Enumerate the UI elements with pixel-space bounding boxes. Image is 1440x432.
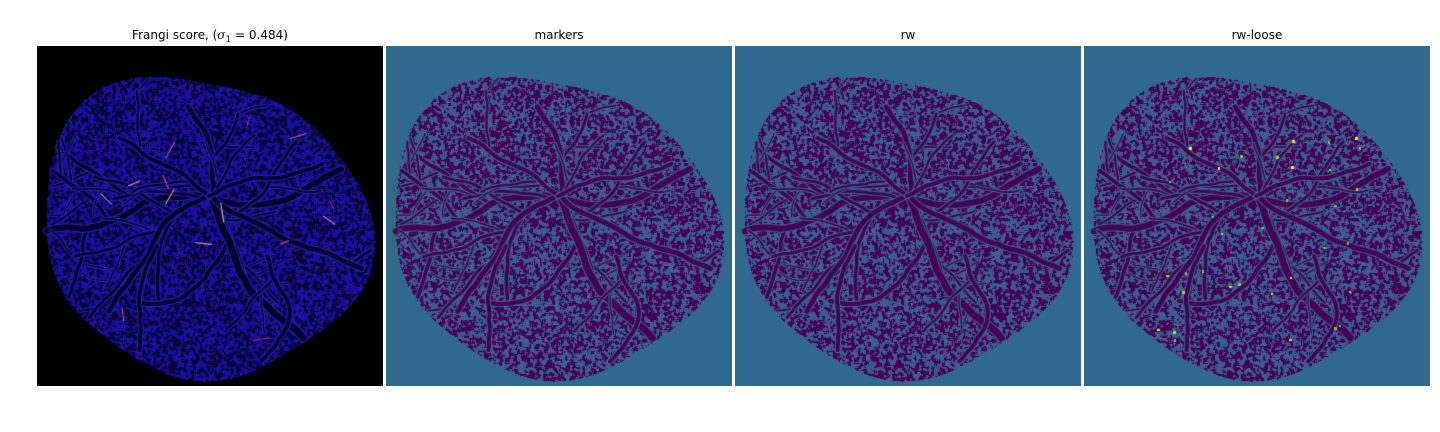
panel-title-rw-loose: rw-loose — [1231, 28, 1283, 42]
markers-canvas — [386, 46, 732, 386]
frangi-score-image — [37, 46, 383, 386]
markers-image — [386, 46, 732, 386]
rw-loose-canvas — [1084, 46, 1430, 386]
frangi-score-canvas — [37, 46, 383, 386]
panel-title-frangi: Frangi score, (σ1 = 0.484) — [132, 28, 288, 45]
rw-image — [735, 46, 1081, 386]
rw-loose-image — [1084, 46, 1430, 386]
panel-title-markers: markers — [534, 28, 584, 42]
panel-title-rw: rw — [900, 28, 916, 42]
rw-canvas — [735, 46, 1081, 386]
